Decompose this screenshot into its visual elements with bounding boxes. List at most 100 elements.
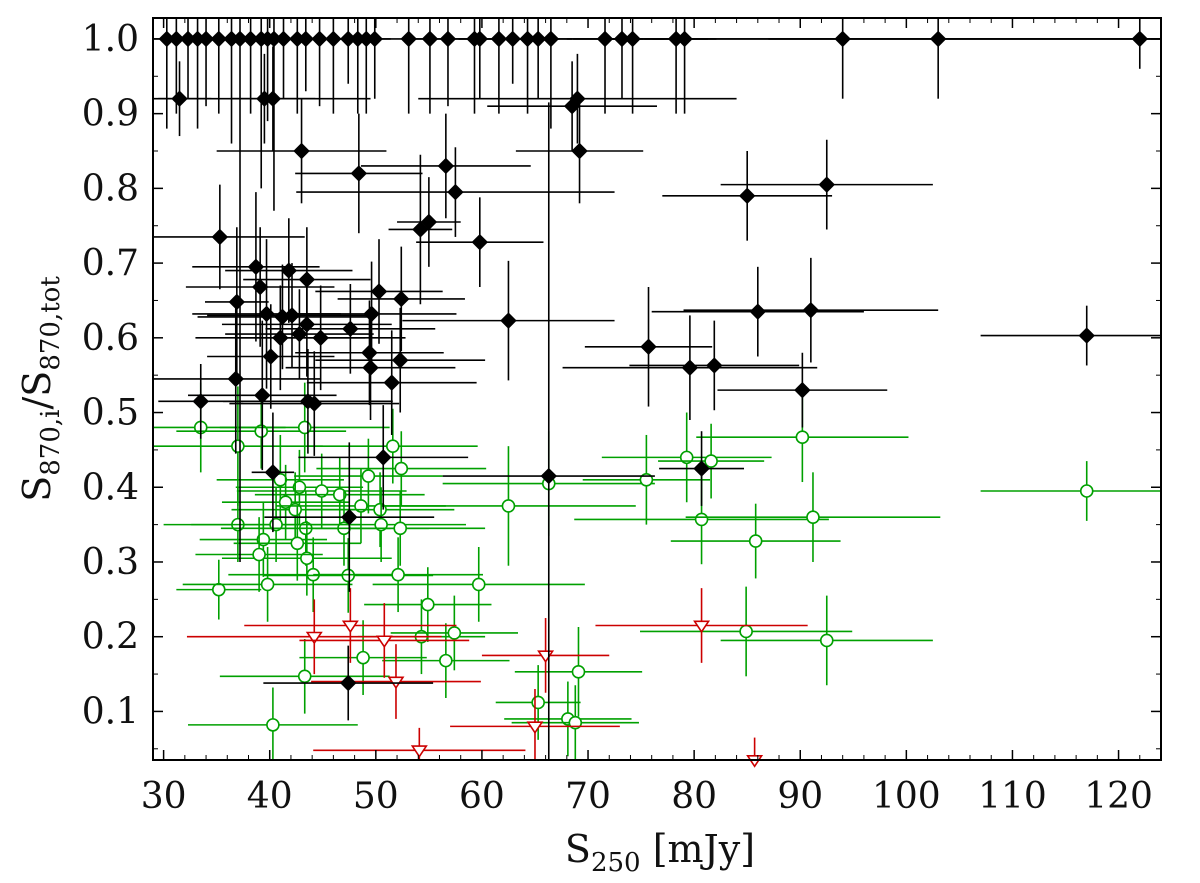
circle-marker — [356, 650, 370, 665]
data-point — [236, 453, 407, 529]
data-point — [515, 98, 644, 204]
series-open-triangle-down — [186, 588, 861, 768]
data-point — [332, 18, 365, 84]
data-point — [584, 287, 713, 407]
diamond-marker — [264, 90, 282, 107]
diamond-marker — [342, 320, 359, 338]
data-point — [402, 260, 615, 381]
diamond-marker — [1131, 30, 1148, 48]
diamond-marker — [681, 359, 699, 376]
diamond-marker — [192, 393, 209, 410]
data-point — [595, 588, 808, 663]
x-tick-label: 90 — [777, 776, 823, 817]
data-point — [582, 434, 711, 525]
triangle-marker — [693, 620, 711, 634]
diamond-marker — [393, 290, 410, 308]
diamond-marker — [412, 221, 429, 238]
data-point — [207, 304, 335, 409]
data-point — [516, 18, 560, 99]
y-tick-label: 0.5 — [82, 393, 139, 434]
data-point — [306, 330, 477, 435]
circle-marker — [421, 597, 435, 612]
circle-marker — [439, 653, 453, 668]
diamond-marker — [1078, 327, 1095, 344]
data-point — [316, 431, 487, 506]
diamond-marker — [749, 303, 767, 320]
circle-marker — [571, 665, 586, 679]
data-point — [153, 386, 323, 506]
data-point — [481, 618, 610, 693]
x-tick-label: 110 — [978, 776, 1047, 817]
data-point — [233, 505, 361, 581]
data-point — [315, 307, 486, 413]
data-point — [397, 177, 461, 267]
diamond-marker — [312, 329, 329, 347]
circle-marker — [391, 567, 405, 582]
data-point — [315, 490, 486, 566]
data-point — [768, 18, 1161, 69]
triangle-marker — [305, 631, 323, 645]
data-point — [230, 46, 316, 152]
data-point — [600, 18, 644, 99]
data-point — [229, 351, 400, 456]
x-tick-label: 80 — [671, 776, 717, 817]
data-point — [337, 246, 465, 352]
circle-marker — [447, 626, 462, 640]
x-tick-label: 60 — [459, 776, 505, 817]
circle-marker — [819, 633, 834, 648]
data-point — [244, 588, 457, 663]
x-axis-title-sub: 250 — [591, 848, 641, 878]
diamond-marker — [227, 370, 244, 388]
circle-marker — [332, 487, 347, 502]
circle-marker — [704, 454, 718, 468]
diamond-marker — [439, 30, 457, 48]
data-point — [524, 18, 1161, 99]
circle-marker — [471, 577, 486, 592]
diamond-marker — [420, 213, 438, 231]
diamond-marker — [293, 142, 310, 160]
data-point — [219, 638, 390, 714]
data-point — [254, 457, 425, 533]
diamond-marker — [794, 381, 811, 399]
data-point — [360, 113, 531, 219]
data-point — [442, 102, 655, 760]
triangle-marker — [537, 650, 555, 664]
diamond-marker — [471, 233, 489, 251]
data-point — [265, 284, 436, 374]
data-point — [980, 305, 1161, 366]
triangle-marker — [375, 635, 393, 649]
axis-ticks: 30 40 50 60 70 80 90 100 110 120 0.1 0.2 0.3 0.4 0.5 0.… — [82, 18, 1162, 817]
x-tick-label: 100 — [872, 776, 941, 817]
diamond-marker — [383, 374, 400, 391]
x-tick-label: 30 — [141, 776, 187, 817]
x-axis-title: S250 [mJy] — [565, 827, 755, 878]
data-point — [364, 567, 492, 642]
data-point — [720, 595, 933, 686]
circle-marker — [531, 695, 545, 710]
diamond-marker — [818, 176, 835, 193]
diamond-marker — [361, 344, 378, 361]
series-open-circle — [153, 382, 1161, 760]
data-point — [182, 547, 353, 622]
data-point — [192, 192, 320, 342]
data-point — [186, 599, 442, 675]
triangle-marker — [341, 620, 359, 634]
diamond-marker — [341, 508, 358, 526]
data-point — [662, 151, 833, 241]
data-point — [458, 18, 502, 99]
circle-marker — [211, 582, 226, 597]
diamond-marker — [500, 312, 517, 329]
triangle-marker — [526, 721, 544, 735]
data-point — [204, 227, 269, 377]
circle-marker — [393, 521, 408, 536]
y-axis-title: S870,i/S870,tot — [15, 276, 66, 502]
data-point — [426, 18, 470, 107]
circle-marker — [739, 624, 753, 639]
data-point — [225, 218, 353, 323]
data-point — [450, 689, 620, 760]
circle-marker — [694, 512, 709, 527]
data-point — [640, 586, 853, 677]
circle-marker — [806, 510, 820, 524]
data-point — [235, 285, 406, 391]
